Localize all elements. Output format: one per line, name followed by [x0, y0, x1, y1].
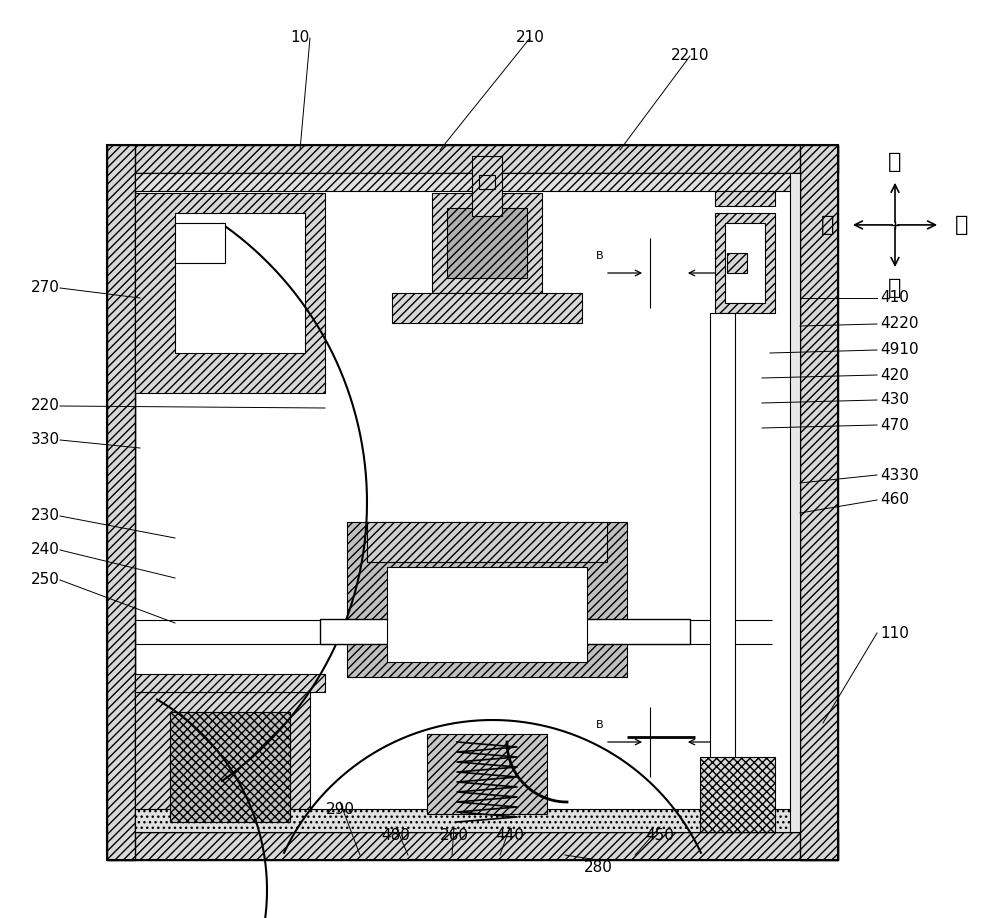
- Text: 260: 260: [440, 827, 469, 843]
- Bar: [427, 734, 547, 814]
- Text: A: A: [726, 251, 734, 261]
- Bar: [320, 619, 690, 644]
- Bar: [170, 712, 290, 822]
- Bar: [135, 193, 325, 393]
- Bar: [479, 175, 495, 189]
- Text: 右: 右: [955, 215, 969, 235]
- Bar: [135, 173, 800, 191]
- Text: 460: 460: [880, 492, 909, 508]
- Text: 280: 280: [584, 860, 612, 876]
- Bar: [175, 223, 225, 263]
- Text: 10: 10: [291, 30, 310, 46]
- Bar: [800, 145, 838, 860]
- Text: 250: 250: [31, 573, 60, 588]
- Bar: [387, 567, 587, 662]
- Text: A: A: [726, 720, 734, 730]
- Text: 220: 220: [31, 398, 60, 413]
- Bar: [107, 145, 838, 173]
- Text: B: B: [596, 720, 604, 730]
- Text: 440: 440: [496, 827, 524, 843]
- Text: 上: 上: [888, 151, 902, 172]
- Bar: [700, 757, 775, 832]
- Text: 110: 110: [880, 625, 909, 641]
- Text: 420: 420: [880, 367, 909, 383]
- Bar: [727, 253, 747, 273]
- Text: 270: 270: [31, 281, 60, 296]
- Bar: [715, 213, 775, 313]
- Text: 430: 430: [880, 393, 909, 408]
- Bar: [135, 809, 800, 832]
- Bar: [107, 145, 135, 860]
- Bar: [790, 173, 800, 832]
- Text: 410: 410: [880, 290, 909, 306]
- Text: 240: 240: [31, 543, 60, 557]
- Bar: [392, 293, 582, 323]
- Text: 4330: 4330: [880, 467, 919, 483]
- Bar: [710, 313, 735, 804]
- Text: 230: 230: [31, 509, 60, 523]
- Text: 2210: 2210: [671, 49, 709, 63]
- Text: 4910: 4910: [880, 342, 919, 357]
- Text: 330: 330: [31, 432, 60, 447]
- Bar: [175, 213, 305, 353]
- Bar: [432, 193, 542, 293]
- Text: 210: 210: [516, 30, 544, 46]
- Bar: [347, 522, 627, 677]
- Text: 左: 左: [821, 215, 835, 235]
- Text: 下: 下: [888, 278, 902, 298]
- Bar: [135, 692, 310, 832]
- Bar: [107, 832, 838, 860]
- Bar: [447, 208, 527, 278]
- Bar: [725, 223, 765, 303]
- Text: 290: 290: [326, 802, 355, 818]
- Text: 480: 480: [382, 827, 410, 843]
- Bar: [367, 522, 607, 562]
- Bar: [107, 145, 838, 860]
- Bar: [472, 156, 502, 216]
- Bar: [135, 674, 325, 692]
- Bar: [135, 173, 800, 832]
- Text: 450: 450: [646, 827, 674, 843]
- Bar: [715, 191, 775, 206]
- Text: 470: 470: [880, 418, 909, 432]
- Text: 4220: 4220: [880, 317, 918, 331]
- Text: B: B: [596, 251, 604, 261]
